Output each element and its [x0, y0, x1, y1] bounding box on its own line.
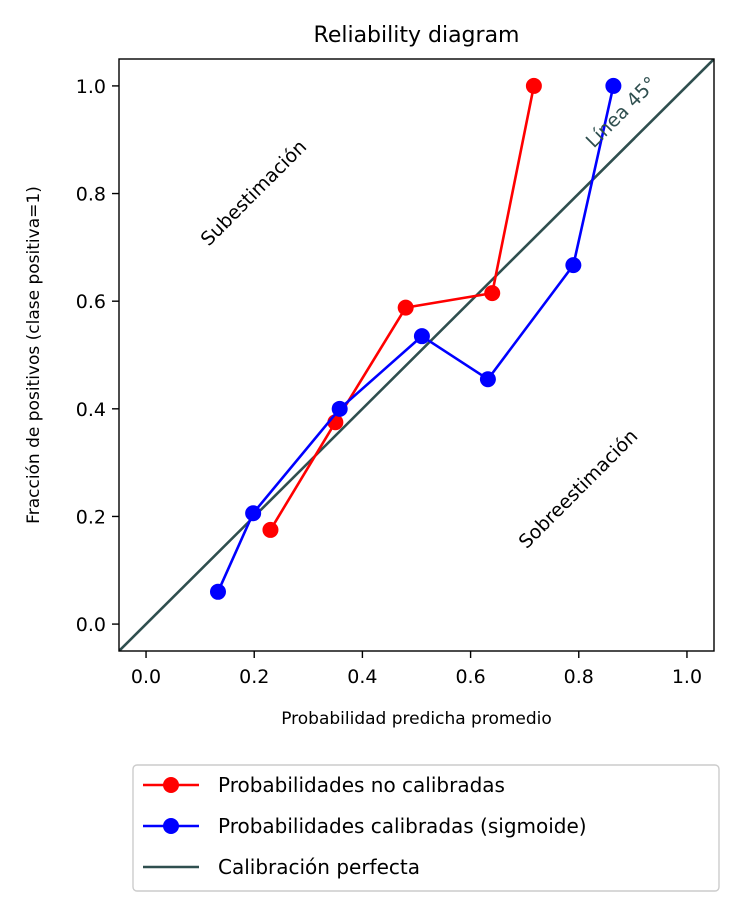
- y-tick-label-4: 0.8: [76, 184, 106, 206]
- plot-area: Subestimación Sobreestimación Línea 45° 0.0…: [76, 58, 715, 688]
- annotation-2: Línea 45°: [582, 73, 662, 153]
- series-0-point-4: [525, 77, 542, 94]
- series-1-point-3: [413, 328, 430, 345]
- series-0-point-3: [484, 285, 501, 302]
- x-tick-label-4: 0.8: [564, 666, 594, 688]
- y-axis-label: Fracción de positivos (clase positiva=1): [24, 186, 44, 524]
- series-0-point-2: [397, 299, 414, 316]
- x-tick-label-5: 1.0: [672, 666, 702, 688]
- legend-label-2: Calibración perfecta: [218, 855, 420, 879]
- series-line-2: [119, 59, 714, 651]
- x-tick-label-2: 0.4: [347, 666, 377, 688]
- annotation-1: Sobreestimación: [515, 425, 643, 553]
- series-1-point-0: [209, 583, 226, 600]
- x-tick-label-3: 0.6: [455, 666, 485, 688]
- legend-swatch-marker-1: [163, 818, 179, 834]
- legend-swatch-marker-0: [163, 777, 179, 793]
- y-tick-label-3: 0.6: [76, 291, 106, 313]
- series-layer: [119, 59, 714, 651]
- y-tick-label-0: 0.0: [76, 614, 106, 636]
- y-tick-label-1: 0.2: [76, 506, 106, 528]
- series-0-point-0: [262, 521, 279, 538]
- series-1-point-6: [605, 77, 622, 94]
- series-1-point-2: [331, 400, 348, 417]
- chart-title: Reliability diagram: [314, 23, 520, 48]
- plot-frame: [118, 58, 715, 652]
- y-tick-label-5: 1.0: [76, 76, 106, 98]
- y-tick-label-2: 0.4: [76, 399, 106, 421]
- legend: Probabilidades no calibradas Probabilidad…: [132, 764, 720, 892]
- legend-label-0: Probabilidades no calibradas: [218, 773, 505, 797]
- legend-label-1: Probabilidades calibradas (sigmoide): [218, 814, 587, 838]
- x-tick-label-1: 0.2: [239, 666, 269, 688]
- legend-box: [132, 764, 720, 892]
- annotation-0: Subestimación: [197, 136, 312, 251]
- x-axis-label: Probabilidad predicha promedio: [281, 709, 552, 729]
- series-1-point-5: [565, 257, 582, 274]
- x-tick-label-0: 0.0: [131, 666, 161, 688]
- series-1-point-4: [479, 371, 496, 388]
- series-1-point-1: [245, 505, 262, 522]
